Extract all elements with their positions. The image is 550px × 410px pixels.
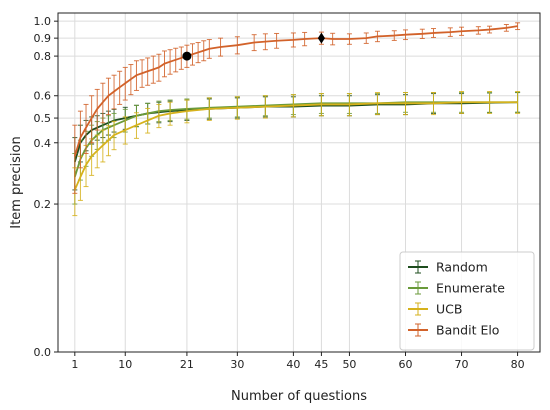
x-tick-label: 40 — [286, 358, 300, 371]
y-tick-label: 0.8 — [34, 50, 52, 63]
legend-items: Random Enumerate UCB Bandit Elo — [408, 260, 505, 338]
series-line — [73, 101, 518, 191]
series-bandit-elo — [72, 22, 521, 194]
x-axis-label: Number of questions — [231, 389, 367, 404]
x-tick-label: 10 — [118, 358, 132, 371]
legend-item-random: Random — [408, 260, 488, 275]
axis-ticks: 1 10 21 30 40 45 50 60 70 80 0.0 0.2 0.4 0.5 0.6 0.8 0.9… — [34, 15, 525, 371]
x-tick-label: 70 — [455, 358, 469, 371]
legend-label: Random — [436, 260, 488, 275]
series-line — [73, 101, 518, 178]
legend-item-enumerate: Enumerate — [408, 281, 505, 296]
y-tick-label: 1.0 — [34, 15, 52, 28]
marker-circle — [182, 51, 192, 61]
y-tick-label: 0.0 — [34, 346, 52, 359]
legend: Random Enumerate UCB Bandit Elo — [399, 251, 535, 351]
series-ucb — [72, 91, 521, 217]
highlight-markers — [182, 32, 325, 61]
legend-box — [399, 251, 535, 351]
legend-label: Bandit Elo — [436, 323, 499, 338]
x-tick-label: 60 — [398, 358, 412, 371]
marker-diamond — [317, 32, 325, 44]
series-enumerate — [72, 92, 521, 205]
y-tick-label: 0.2 — [34, 198, 52, 211]
y-tick-label: 0.6 — [34, 90, 52, 103]
x-tick-label: 80 — [511, 358, 525, 371]
x-tick-label: 1 — [71, 358, 78, 371]
legend-label: UCB — [436, 302, 462, 317]
series-line — [73, 101, 518, 163]
series-line — [73, 25, 518, 157]
legend-item-bandit-elo: Bandit Elo — [408, 323, 499, 338]
plot-frame — [57, 12, 541, 353]
x-tick-label: 50 — [342, 358, 356, 371]
x-tick-label: 30 — [230, 358, 244, 371]
series-random — [72, 92, 521, 191]
legend-item-ucb: UCB — [408, 302, 462, 317]
y-tick-label: 0.9 — [34, 32, 52, 45]
x-tick-label: 21 — [180, 358, 194, 371]
y-tick-label: 0.4 — [34, 137, 52, 150]
series-group — [72, 22, 521, 217]
y-tick-label: 0.5 — [34, 112, 52, 125]
x-tick-label: 45 — [314, 358, 328, 371]
legend-label: Enumerate — [436, 281, 505, 296]
y-axis-label: Item precision — [9, 136, 24, 228]
